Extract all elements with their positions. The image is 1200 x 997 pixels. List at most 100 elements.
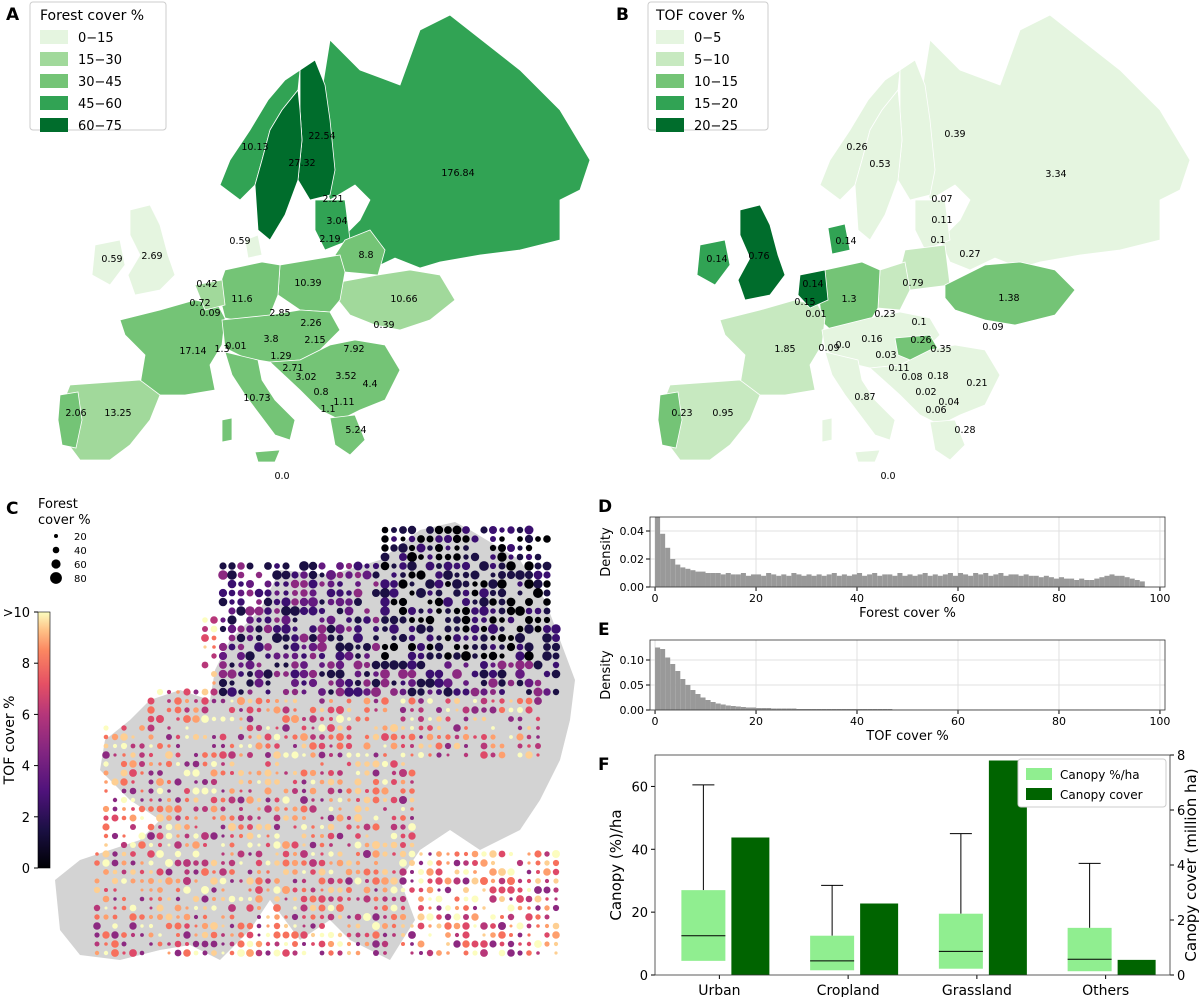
- grid-cell-dot: [416, 624, 426, 634]
- grid-cell-dot: [527, 861, 531, 865]
- grid-cell-dot: [300, 850, 308, 858]
- grid-cell-dot: [113, 897, 117, 901]
- grid-cell-dot: [139, 725, 145, 731]
- grid-cell-dot: [391, 815, 397, 821]
- grid-cell-dot: [238, 581, 244, 587]
- grid-cell-dot: [418, 896, 424, 902]
- grid-cell-dot: [444, 526, 452, 534]
- grid-cell-dot: [462, 940, 470, 948]
- grid-cell-dot: [552, 859, 560, 867]
- grid-cell-dot: [363, 886, 371, 894]
- grid-cell-dot: [218, 642, 228, 652]
- grid-cell-dot: [300, 931, 308, 939]
- grid-cell-dot: [436, 950, 442, 956]
- grid-cell-dot: [256, 662, 262, 668]
- grid-cell-dot: [157, 941, 163, 947]
- grid-cell-dot: [481, 716, 487, 722]
- grid-cell-dot: [246, 922, 254, 930]
- histogram-bar: [1074, 580, 1080, 587]
- grid-cell-dot: [302, 717, 306, 721]
- grid-cell-dot: [544, 851, 550, 857]
- grid-cell-dot: [455, 708, 459, 712]
- grid-cell-dot: [462, 625, 470, 633]
- grid-cell-dot: [291, 571, 299, 579]
- grid-cell-dot: [210, 832, 218, 840]
- grid-cell-dot: [517, 743, 523, 749]
- grid-cell-dot: [94, 914, 100, 920]
- grid-cell-dot: [372, 922, 380, 930]
- grid-cell-dot: [147, 832, 155, 840]
- grid-cell-dot: [265, 698, 271, 704]
- grid-cell-dot: [291, 841, 299, 849]
- grid-cell-dot: [543, 868, 551, 876]
- grid-cell-dot: [516, 553, 524, 561]
- grid-cell-dot: [122, 753, 126, 757]
- map-value-label: 1.1: [320, 404, 335, 415]
- grid-cell-dot: [220, 743, 226, 749]
- grid-cell-dot: [255, 634, 263, 642]
- histogram-bar: [826, 574, 832, 587]
- map-value-label: 0.79: [902, 278, 923, 289]
- grid-cell-dot: [337, 788, 343, 794]
- grid-cell-dot: [355, 644, 361, 650]
- map-value-label: 0.27: [959, 249, 980, 260]
- grid-cell-dot: [326, 624, 336, 634]
- grid-cell-dot: [308, 642, 318, 652]
- grid-cell-dot: [319, 707, 325, 713]
- map-value-label: 0.23: [671, 408, 692, 419]
- grid-cell-dot: [526, 869, 532, 875]
- grid-cell-dot: [329, 861, 333, 865]
- grid-cell-dot: [509, 699, 513, 703]
- grid-cell-dot: [165, 823, 173, 831]
- histogram-bar: [680, 567, 686, 587]
- grid-cell-dot: [380, 561, 390, 571]
- grid-cell-dot: [337, 932, 343, 938]
- grid-cell-dot: [472, 653, 478, 659]
- map-value-label: 2.19: [319, 234, 340, 245]
- grid-cell-dot: [383, 798, 387, 802]
- map-value-label: 0.09: [982, 322, 1003, 333]
- grid-cell-dot: [255, 625, 263, 633]
- grid-cell-dot: [498, 598, 506, 606]
- map-value-label: 22.54: [308, 131, 335, 142]
- grid-cell-dot: [383, 753, 387, 757]
- category-label: Urban: [698, 983, 740, 997]
- grid-cell-dot: [111, 949, 119, 957]
- grid-cell-dot: [236, 606, 246, 616]
- grid-cell-dot: [319, 932, 325, 938]
- grid-cell-dot: [308, 570, 318, 580]
- grid-cell-dot: [221, 789, 225, 793]
- grid-cell-dot: [183, 877, 191, 885]
- grid-cell-dot: [319, 662, 325, 668]
- grid-cell-dot: [156, 850, 164, 858]
- grid-cell-dot: [445, 716, 451, 722]
- grid-cell-dot: [183, 859, 191, 867]
- grid-cell-dot: [319, 779, 325, 785]
- map-value-label: 1.38: [998, 293, 1019, 304]
- legend-label: Canopy cover: [1060, 788, 1143, 802]
- map-value-label: 13.25: [104, 408, 131, 419]
- grid-cell-dot: [336, 589, 344, 597]
- grid-cell-dot: [381, 697, 389, 705]
- grid-cell-dot: [327, 706, 335, 714]
- map-region-sicily: [254, 449, 281, 463]
- map-region-sicily: [854, 449, 881, 463]
- grid-cell-dot: [452, 525, 462, 535]
- grid-cell-dot: [525, 553, 533, 561]
- grid-cell-dot: [516, 733, 524, 741]
- histogram-bar: [831, 709, 837, 710]
- grid-cell-dot: [318, 904, 326, 912]
- map-value-label: 27.32: [288, 158, 315, 169]
- grid-cell-dot: [408, 607, 416, 615]
- grid-cell-dot: [497, 579, 507, 589]
- grid-cell-dot: [392, 870, 396, 874]
- grid-cell-dot: [283, 752, 289, 758]
- grid-cell-dot: [148, 923, 154, 929]
- grid-cell-dot: [239, 717, 243, 721]
- grid-cell-dot: [554, 951, 558, 955]
- grid-cell-dot: [498, 877, 506, 885]
- grid-cell-dot: [346, 941, 352, 947]
- grid-cell-dot: [309, 706, 317, 714]
- grid-cell-dot: [480, 625, 488, 633]
- grid-cell-dot: [383, 807, 387, 811]
